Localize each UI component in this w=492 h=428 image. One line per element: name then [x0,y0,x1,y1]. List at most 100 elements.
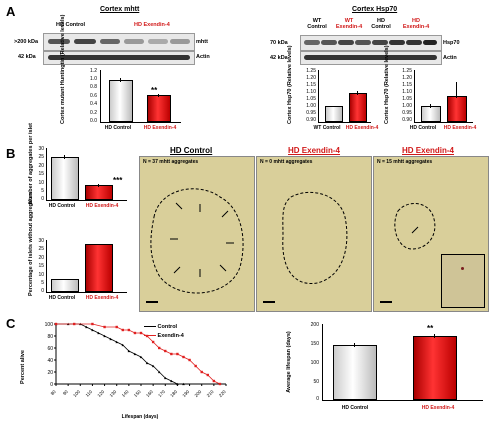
aggregate-dot [461,267,464,270]
mhtt-tick: 0.8 [90,84,97,90]
blot2-kda2: 42 kDa [270,55,288,61]
pct-xlabel-2: HD Exendin-4 [85,295,119,301]
survival-point-control [127,349,131,353]
x-tick-label: 150 [133,389,142,398]
survival-point-exendin [182,355,185,359]
lifespan-tick: 150 [310,341,319,347]
pct-xlabel-1: HD Control [48,295,76,301]
lifespan-axes: ** [322,324,483,401]
y-tick-label: 40 [47,358,53,364]
survival-point-exendin [115,325,118,329]
survival-ylabel: Percent alive [20,350,26,384]
survival-point-control [163,376,167,380]
wt-err-exendin [357,91,358,95]
mhtt-bar-hd-exendin [147,95,171,122]
image1-title: HD Control [170,146,213,155]
lifespan-xlabel-2: HD Exendin-4 [421,405,455,411]
pct-chart-axes [46,240,127,293]
y-tick-label: 80 [47,334,53,340]
mhtt-xlabel-2: HD Exendin-4 [143,125,177,131]
blot1-actin-strip [43,51,195,65]
pct-tick: 15 [38,263,44,269]
lifespan-tick: 50 [313,379,319,385]
mhtt-err-hd-exendin [158,94,159,97]
survival-point-control [85,325,88,329]
survival-point-control [145,361,149,365]
hd-chart-ylabel: Cortex Hsp70 (Relative levels) [384,45,390,124]
survival-point-exendin [133,331,137,335]
survival-point-exendin [103,325,106,329]
agg-bar-hd-exendin [85,185,113,200]
hd-tick: 0.95 [402,110,412,116]
hd-tick: 1.25 [402,68,412,74]
x-tick-label: 140 [121,389,130,398]
blot1-hd-exendin: HD Exendin-4 [134,22,170,28]
agg-tick: 30 [38,146,44,152]
agg-chart-axes: *** [46,148,127,201]
blot2-wt-control: WT Control [307,18,327,30]
agg-tick: 0 [41,196,44,202]
hd-tick: 1.10 [402,89,412,95]
pct-tick: 30 [38,238,44,244]
lifespan-significance: ** [427,324,434,333]
micrograph-hd-exendin-15: N = 15 mhtt aggregates [373,156,489,312]
survival-point-exendin [158,346,161,350]
lifespan-err-exendin [434,334,435,338]
mhtt-err-hd-control [120,78,121,82]
hd-chart-axes [414,70,473,123]
survival-point-exendin [176,352,179,356]
scale-bar [146,301,158,303]
micrograph3-label: N = 15 mhtt aggregates [377,159,433,165]
agg-significance: *** [113,176,123,185]
blot1-hd-control: HD Control [56,22,86,28]
x-tick-label: 130 [109,389,118,398]
blot2-label2: Actin [443,55,457,61]
survival-point-control [97,331,100,335]
islet-outline-3 [394,203,436,250]
scale-bar [380,301,392,303]
blot2-hsp70-strip [300,35,442,51]
agg-xlabel-2: HD Exendin-4 [85,203,119,209]
mhtt-tick: 1.0 [90,76,97,82]
survival-point-exendin [218,382,222,386]
x-tick-label: 110 [85,389,94,398]
agg-xlabel-1: HD Control [48,203,76,209]
survival-point-exendin [164,349,167,353]
survival-point-exendin [206,373,209,377]
agg-tick: 10 [38,180,44,186]
survival-point-control [103,334,106,338]
survival-point-exendin [91,322,94,326]
x-tick-label: 90 [62,389,69,396]
wt-xlabel-1: WT Control [313,125,341,131]
mhtt-title: Cortex mhtt [100,6,140,13]
legend-exendin-label: Exendin-4 [157,333,184,339]
wt-chart-ylabel: Cortex Hsp70 (Relative levels) [287,45,293,124]
blot1-kda2: 42 kDa [18,54,36,60]
survival-point-control [182,382,185,386]
lifespan-tick: 200 [310,322,319,328]
lifespan-tick: 100 [310,360,319,366]
hd-tick: 1.15 [402,82,412,88]
hd-tick: 1.05 [402,96,412,102]
pct-tick: 10 [38,272,44,278]
x-tick-label: 120 [96,389,105,398]
blot1-mhtt-strip [43,33,195,51]
y-tick-label: 60 [47,346,53,352]
hd-tick: 1.00 [402,103,412,109]
mhtt-tick: 1.2 [90,68,97,74]
x-tick-label: 80 [50,389,57,396]
legend-control: Control [144,324,177,330]
blot2-label1: Hsp70 [443,40,460,46]
wt-bar-exendin [349,93,367,122]
legend-control-line [144,326,156,328]
wt-chart-axes [318,70,371,123]
hd-bar-control [421,106,441,122]
lifespan-err-control [354,343,355,347]
survival-point-control [151,364,155,368]
lifespan-bar-hd-exendin [413,336,457,400]
survival-point-exendin [151,340,155,344]
agg-tick: 5 [41,188,44,194]
x-tick-label: 220 [218,389,227,398]
survival-point-exendin [188,358,191,362]
